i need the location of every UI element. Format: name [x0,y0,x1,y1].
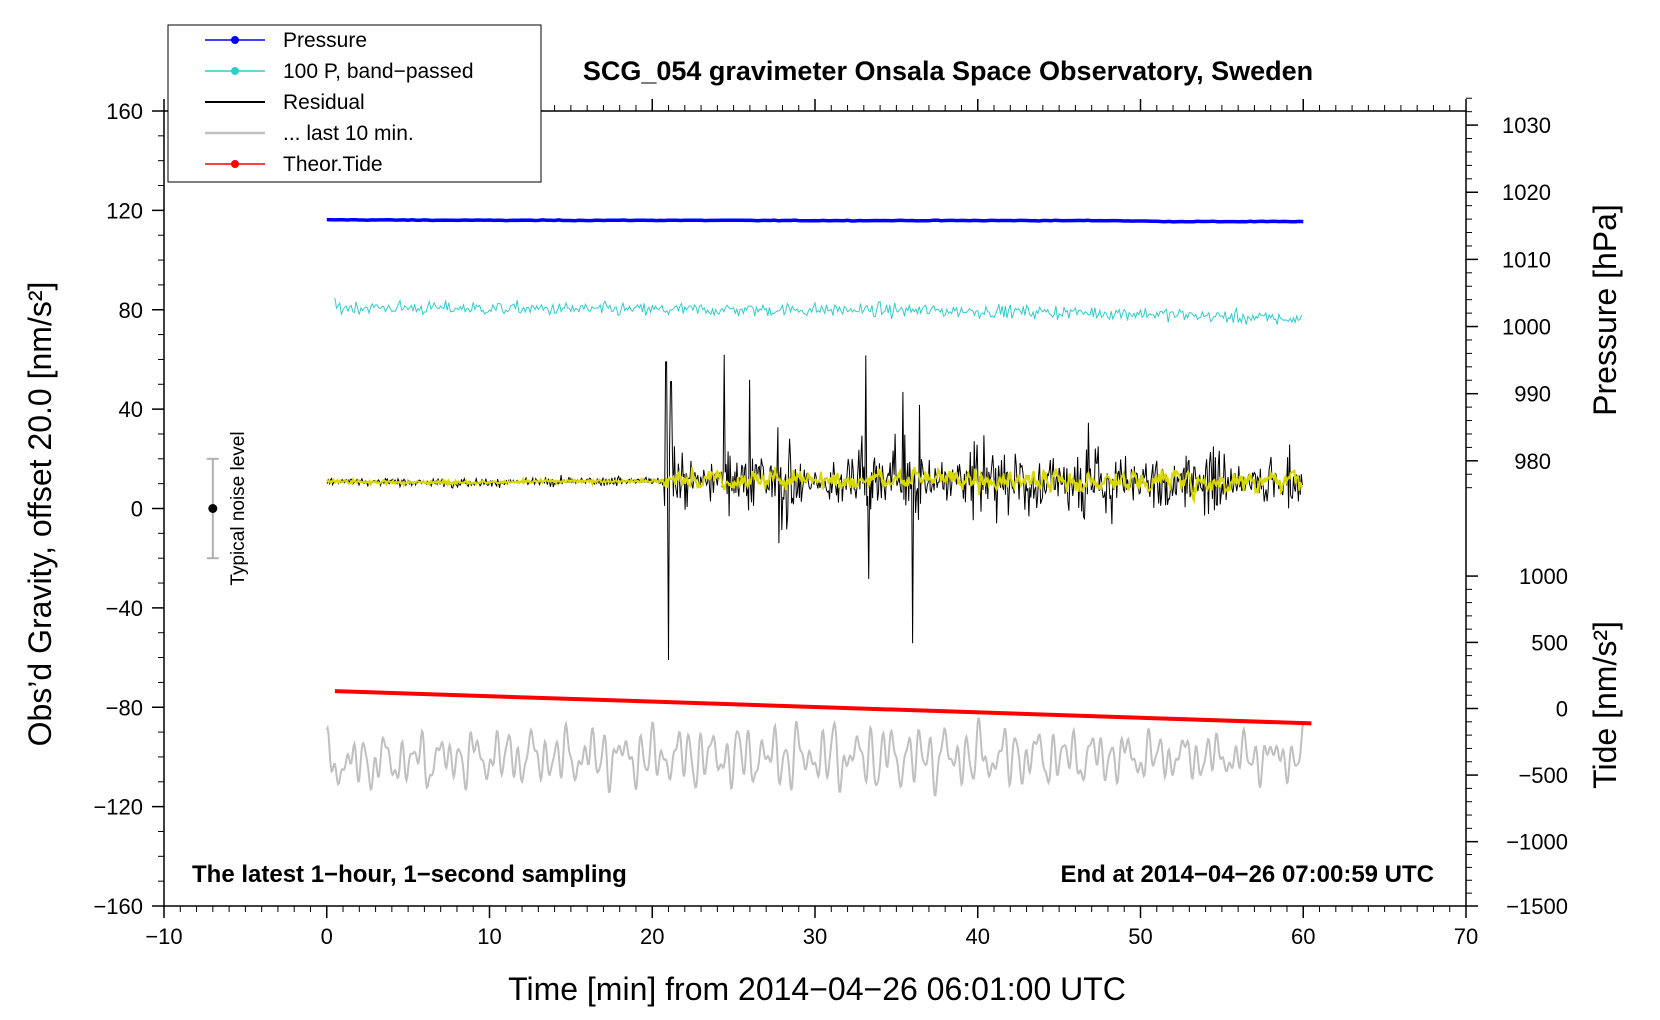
annotations: Typical noise level [206,431,249,586]
legend-marker [231,160,239,168]
tide-tick-label: 500 [1531,630,1568,655]
end-time-note: End at 2014−04−26 07:00:59 UTC [1060,861,1434,888]
data-traces [325,217,1312,797]
chart-title: SCG_054 gravimeter Onsala Space Observat… [583,56,1313,86]
x-tick-label: 30 [803,924,827,949]
pressure-tick-label: 990 [1514,382,1551,407]
y-tick-label: 120 [106,198,143,223]
band-passed-pressure-trace [334,297,1303,325]
y-tick-label: −160 [93,894,143,919]
pressure-trace [326,217,1304,224]
legend-label: Residual [283,91,365,114]
tide-tick-label: −1500 [1506,894,1568,919]
y-tick-label: −40 [106,596,143,621]
y-tick-label: −80 [106,695,143,720]
x-tick-label: 60 [1291,924,1315,949]
sampling-note: The latest 1−hour, 1−second sampling [192,861,627,888]
legend-label: Pressure [283,29,367,52]
noise-level-label: Typical noise level [228,431,249,585]
x-tick-label: 40 [966,924,990,949]
last-10-min-trace [325,717,1305,797]
pressure-tick-label: 1000 [1502,315,1551,340]
legend-marker [231,67,239,75]
x-tick-label: −10 [145,924,182,949]
legend-label: Theor.Tide [283,153,383,176]
pressure-tick-label: 1030 [1502,113,1551,138]
legend-marker [231,36,239,44]
y-tick-label: 160 [106,99,143,124]
noise-level-dot [208,504,218,513]
x-tick-label: 10 [477,924,501,949]
pressure-tick-label: 1020 [1502,180,1551,205]
theoretical-tide-trace [334,689,1312,726]
x-tick-label: 50 [1128,924,1152,949]
x-axis-title: Time [min] from 2014−04−26 06:01:00 UTC [508,971,1126,1007]
axis-ticks: −10 0 10 20 30 40 50 60 70−160−120−80−4004080120… [93,97,1568,949]
y-tick-label: 40 [119,397,143,422]
x-tick-label: 0 [321,924,333,949]
x-tick-label: 70 [1454,924,1478,949]
y-axis-title: Obs’d Gravity, offset 20.0 [nm/s²] [22,282,58,747]
tide-tick-label: −500 [1518,763,1568,788]
pressure-tick-label: 1010 [1502,247,1551,272]
y-tick-label: 80 [119,298,143,323]
legend-label: 100 P, band−passed [283,60,474,83]
x-tick-label: 20 [640,924,664,949]
pressure-tick-label: 980 [1514,449,1551,474]
residual-smoothed-trace [326,466,1304,505]
tide-tick-label: 0 [1556,696,1568,721]
legend-box [167,24,542,183]
legend: Pressure 100 P, band−passed Residual ... la… [167,24,542,183]
tide-axis-title: Tide [nm/s²] [1587,621,1623,789]
legend-label: ... last 10 min. [283,122,414,145]
tide-tick-label: 1000 [1519,564,1568,589]
y-tick-label: 0 [131,497,143,522]
pressure-axis-title: Pressure [hPa] [1587,204,1623,416]
y-tick-label: −120 [93,795,143,820]
tide-tick-label: −1000 [1506,830,1568,855]
